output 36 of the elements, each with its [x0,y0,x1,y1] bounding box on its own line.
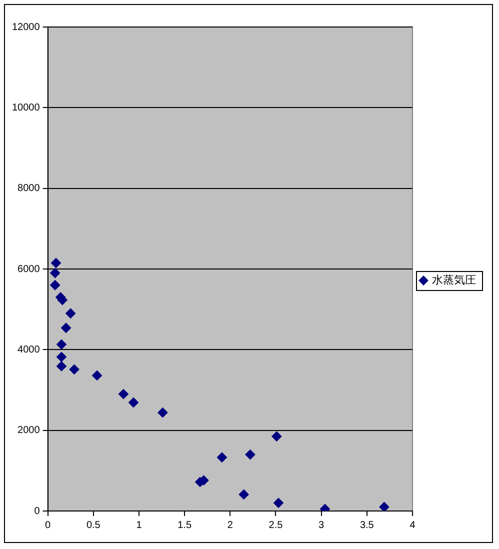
x-tick-label: 2.5 [268,520,284,531]
x-tick-label: 3.5 [360,520,374,531]
point [245,450,256,460]
point [50,280,60,290]
x-tick-label: 4 [410,520,416,531]
x-tick-label: 0 [45,520,52,531]
point [69,364,80,374]
point [56,339,66,350]
y-tick-label: 10000 [12,102,40,114]
point [238,489,249,500]
legend-label: 水蒸気圧 [432,274,476,287]
point [66,308,76,318]
point [272,431,282,442]
point [50,268,60,278]
point [273,498,284,508]
point [61,322,72,333]
point [51,258,62,268]
y-tick-label: 2000 [18,425,40,436]
point [56,352,66,362]
y-tick-label: 4000 [18,344,40,356]
x-tick-label: 1.5 [178,520,192,531]
x-tick-label: 1 [136,520,142,531]
point [216,452,227,462]
point [118,389,128,400]
point [158,408,168,418]
point [128,398,139,408]
x-tick-label: 2 [227,520,234,531]
x-tick-label: 3 [318,520,325,531]
x-tick-label: 0.5 [86,520,101,531]
point [56,361,66,372]
y-tick-label: 0 [34,506,40,517]
y-tick-label: 6000 [18,264,40,275]
point [379,502,390,511]
y-tick-label: 8000 [18,183,40,194]
point [92,370,102,380]
y-tick-label: 12000 [12,22,40,33]
